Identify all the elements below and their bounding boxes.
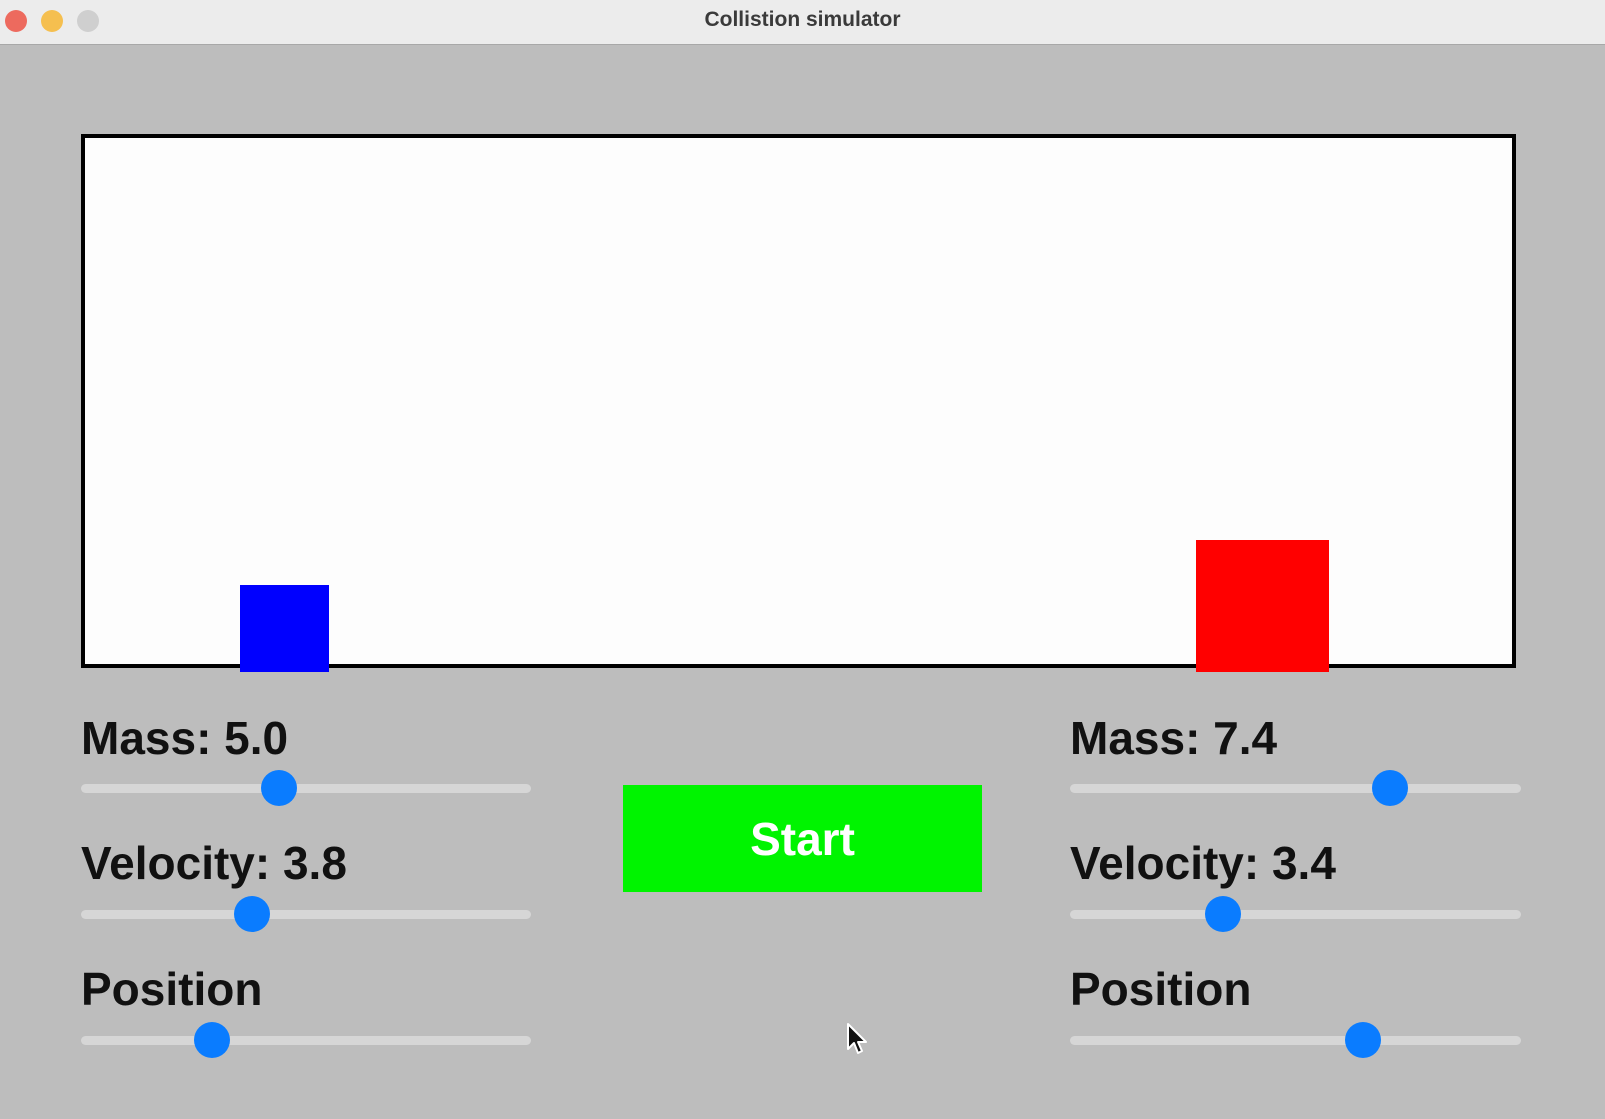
left-mass-label: Mass: 5.0	[81, 712, 289, 764]
slider-thumb[interactable]	[234, 896, 270, 932]
slider-thumb[interactable]	[1372, 770, 1409, 806]
start-button[interactable]: Start	[623, 785, 982, 892]
left-mass-slider[interactable]	[81, 770, 531, 806]
slider-thumb[interactable]	[261, 770, 297, 806]
right-position-slider[interactable]	[1070, 1022, 1521, 1058]
slider-track	[1070, 784, 1521, 793]
right-velocity-label: Velocity: 3.4	[1070, 837, 1336, 889]
maximize-icon[interactable]	[77, 10, 99, 32]
left-velocity-label: Velocity: 3.8	[81, 837, 347, 889]
simulation-arena	[81, 134, 1516, 672]
slider-track	[81, 784, 531, 793]
left-position-label: Position	[81, 963, 263, 1015]
slider-thumb[interactable]	[193, 1022, 230, 1058]
mouse-pointer-icon	[847, 1023, 867, 1054]
slider-track	[81, 1036, 531, 1045]
left-block	[240, 585, 329, 672]
slider-track	[1070, 910, 1521, 919]
right-mass-label: Mass: 7.4	[1070, 712, 1278, 764]
minimize-icon[interactable]	[41, 10, 63, 32]
slider-track	[1070, 1036, 1521, 1045]
right-velocity-slider[interactable]	[1070, 896, 1521, 932]
left-velocity-slider[interactable]	[81, 896, 531, 932]
slider-track	[81, 910, 531, 919]
title-bar: Collistion simulator	[0, 0, 1605, 45]
slider-thumb[interactable]	[1345, 1022, 1382, 1058]
left-position-slider[interactable]	[81, 1022, 531, 1058]
close-icon[interactable]	[5, 10, 27, 32]
window-title: Collistion simulator	[704, 8, 901, 31]
right-block	[1196, 540, 1329, 672]
slider-thumb[interactable]	[1205, 896, 1242, 932]
right-mass-slider[interactable]	[1070, 770, 1521, 806]
right-position-label: Position	[1070, 963, 1252, 1015]
